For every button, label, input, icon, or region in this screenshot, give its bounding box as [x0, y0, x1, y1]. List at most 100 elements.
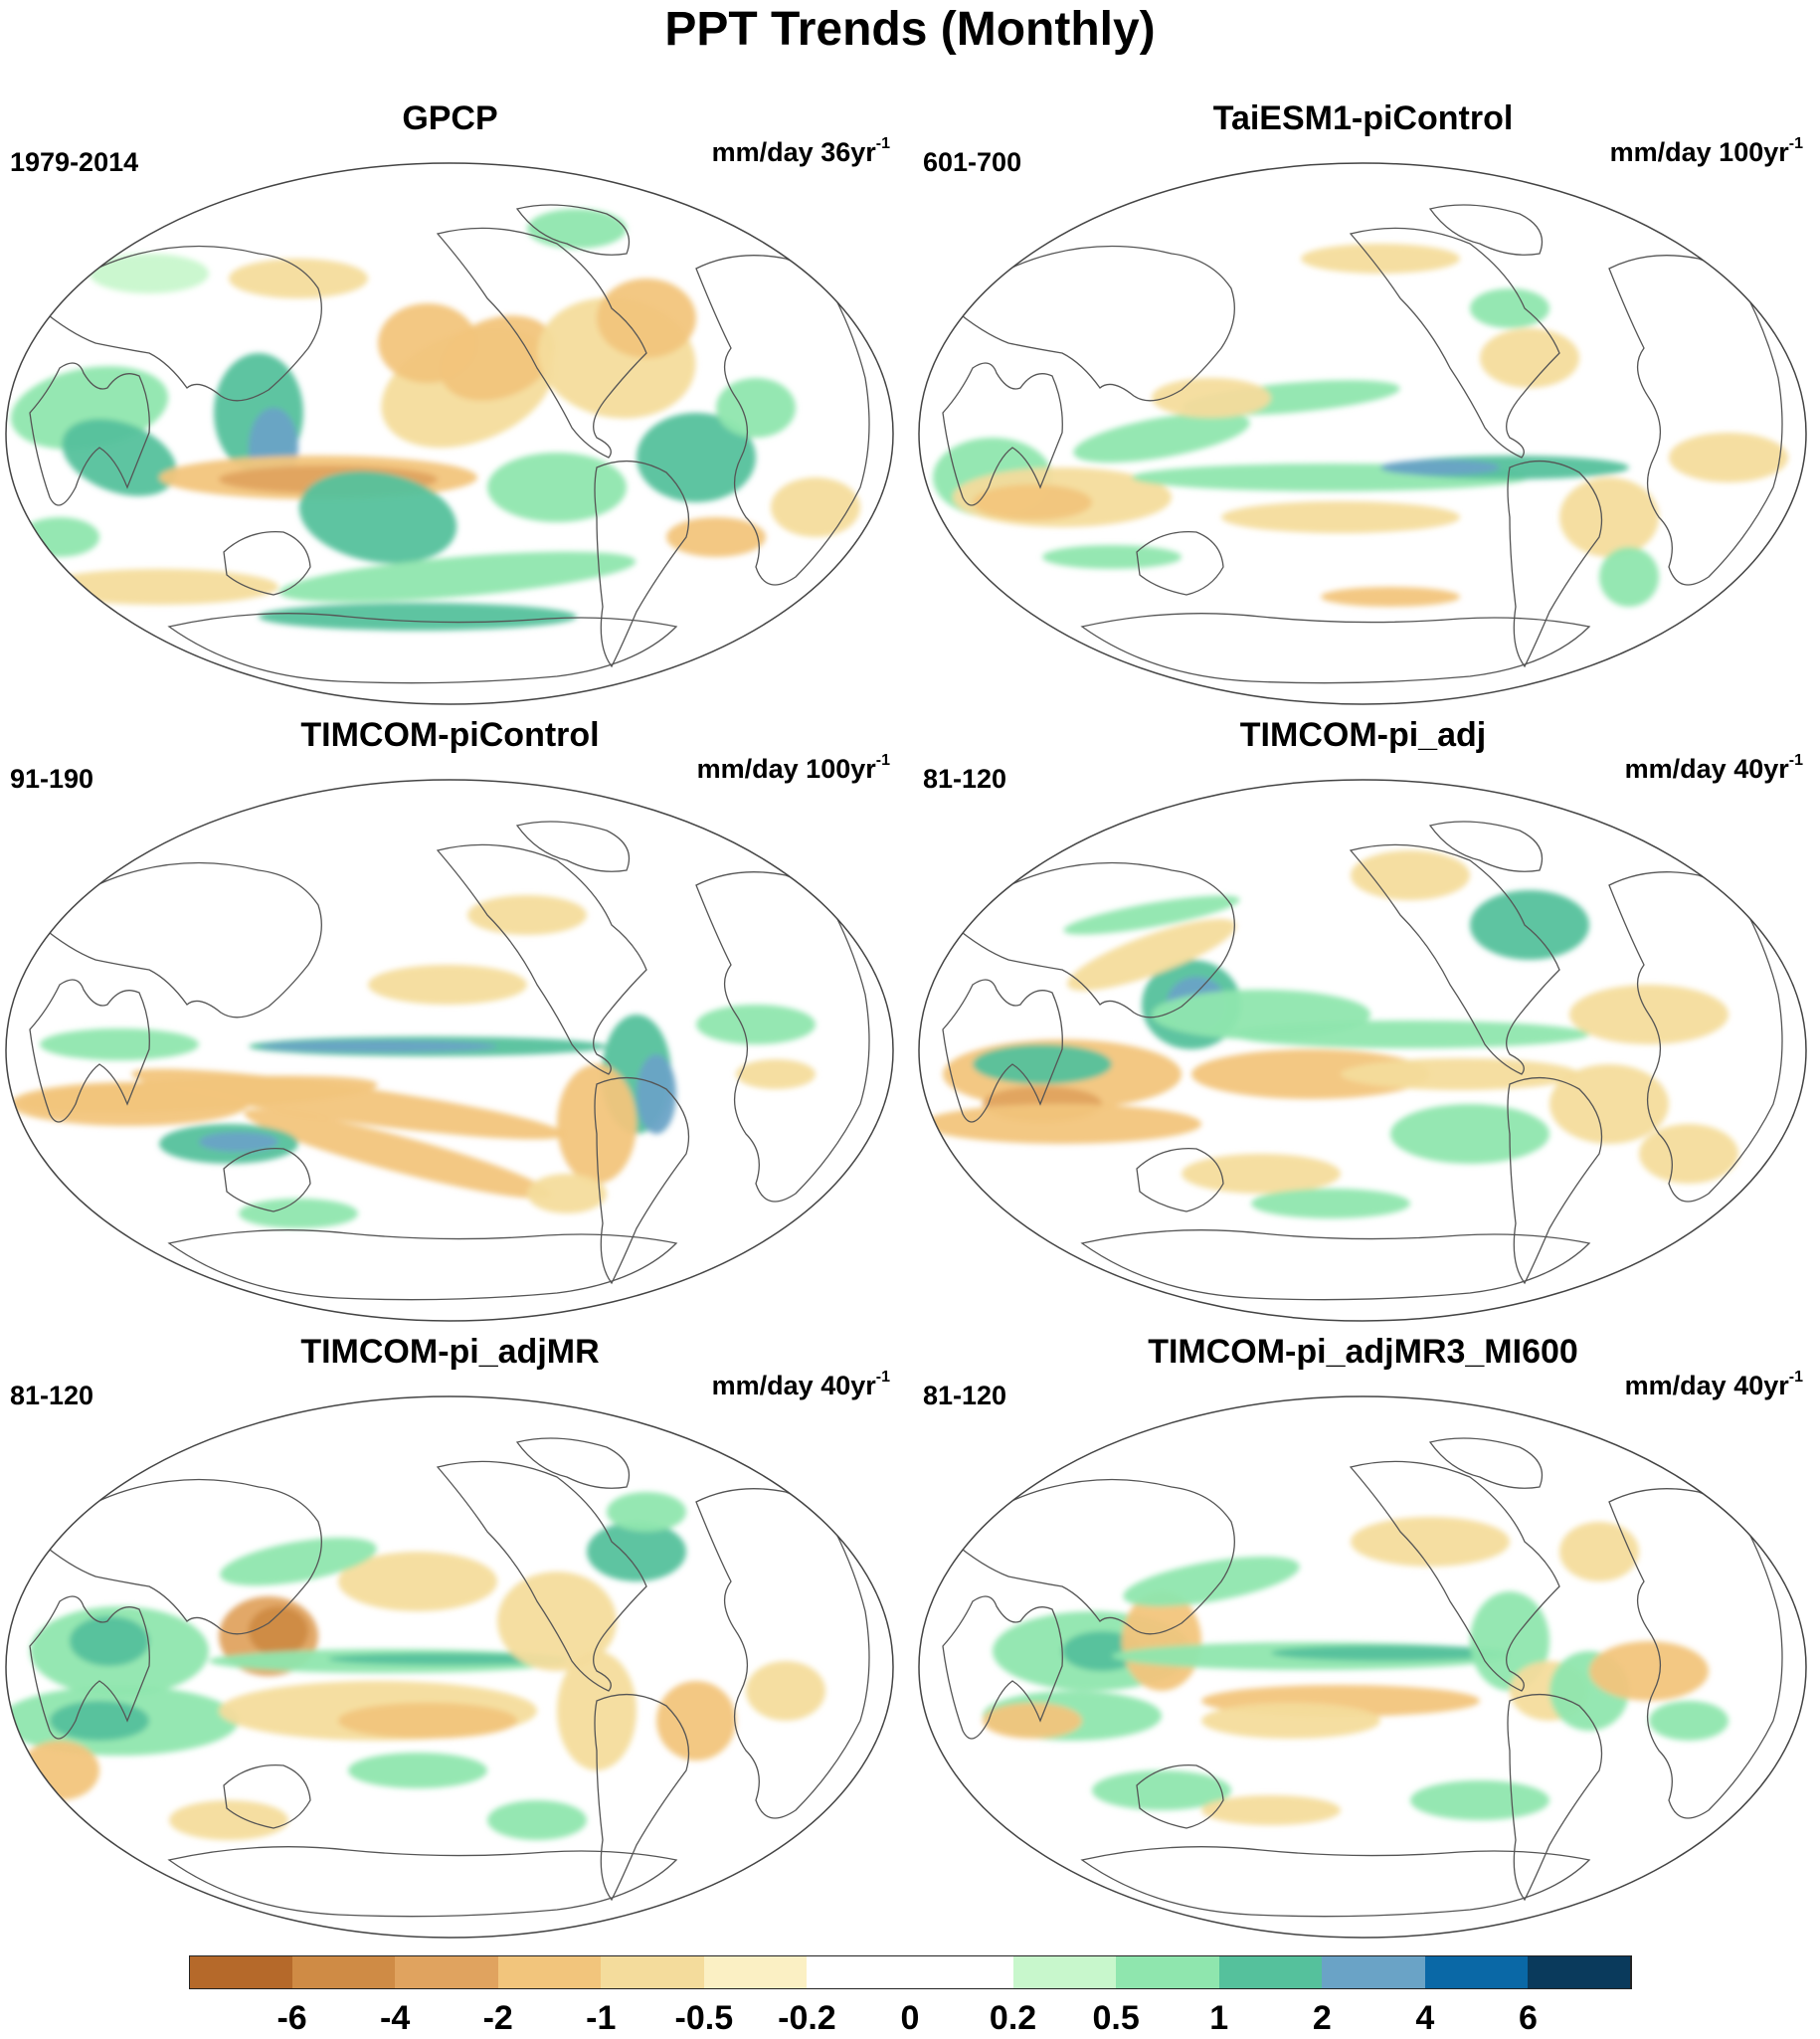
trend-contour	[1559, 1522, 1639, 1581]
trend-contour	[1191, 1049, 1430, 1099]
trend-contour	[40, 569, 278, 605]
colorbar-labels: -6 -4 -2 -1 -0.5 -0.2 0 0.2 0.5 1 2 4 6	[189, 1999, 1631, 2039]
trend-contour	[656, 1681, 736, 1761]
trend-contour	[527, 209, 627, 249]
trend-contour	[1669, 433, 1788, 482]
panel-period: 81-120	[923, 1381, 1007, 1410]
coastline	[223, 1764, 311, 1829]
trend-contour	[557, 1651, 637, 1770]
coastline	[1136, 1764, 1224, 1829]
panel-units-exponent: -1	[1788, 1369, 1803, 1386]
panel-units: mm/day 40yr-1	[1624, 752, 1803, 785]
coastline	[436, 843, 647, 1075]
trend-contour	[1341, 1058, 1579, 1090]
colorbar-swatch	[189, 1955, 293, 1989]
trend-contour	[1301, 244, 1460, 274]
panel-units-exponent: -1	[875, 1369, 890, 1386]
map-border	[918, 162, 1807, 705]
coastline	[39, 1478, 322, 1635]
panel-period: 1979-2014	[10, 147, 139, 177]
coastline	[594, 460, 690, 668]
trend-field	[6, 780, 893, 1321]
map-border	[918, 779, 1807, 1322]
panel-units-text: mm/day 100yr	[1609, 137, 1789, 167]
trend-contour	[1351, 1517, 1510, 1567]
colorbar-tick-label: -2	[482, 1999, 513, 2037]
coastline	[1080, 613, 1591, 684]
colorbar-swatch	[1424, 1955, 1530, 1989]
trend-contour	[983, 1703, 1082, 1739]
colorbar-swatch	[910, 1955, 1014, 1989]
trend-field	[919, 1396, 1806, 1938]
trend-contour	[1073, 412, 1250, 463]
coastline	[1507, 1693, 1603, 1902]
map-panel: TIMCOM-pi_adjMR3_MI600 81-120 mm/day 40yr-…	[913, 1333, 1813, 1942]
trend-contour	[259, 1040, 497, 1052]
panel-units-text: mm/day 36yr	[711, 137, 876, 167]
panel-units-exponent: -1	[875, 135, 890, 152]
trend-contour	[244, 1109, 552, 1199]
coastline	[29, 979, 150, 1123]
map-projection	[5, 1395, 894, 1939]
coastline	[223, 531, 311, 596]
panel-units: mm/day 40yr-1	[712, 1369, 890, 1401]
trend-contour	[1201, 1703, 1380, 1739]
trend-contour	[1123, 1556, 1300, 1607]
trend-contour	[771, 477, 860, 537]
trend-contour	[736, 1059, 816, 1089]
coastline	[1507, 460, 1603, 668]
trend-contour	[1251, 1189, 1410, 1218]
colorbar-tick-label: -4	[380, 1999, 411, 2037]
colorbar-tick-label: -0.2	[778, 1999, 836, 2037]
trend-contour	[1092, 1770, 1231, 1810]
trend-contour	[1221, 501, 1460, 533]
trend-field	[6, 163, 893, 704]
coastline	[1136, 1148, 1224, 1212]
coastline	[167, 613, 678, 684]
trend-contour	[587, 1522, 686, 1581]
trend-contour	[328, 1653, 567, 1665]
colorbar-tick-label: -6	[276, 1999, 307, 2037]
colorbar-swatch	[807, 1955, 911, 1989]
trend-contour	[169, 1800, 288, 1840]
map-border	[918, 1395, 1807, 1939]
panel-units-text: mm/day 40yr	[1624, 1371, 1789, 1400]
map-border	[5, 162, 894, 705]
trend-contour	[1042, 545, 1182, 569]
panel-title: TaiESM1-piControl	[1212, 99, 1514, 137]
coastline	[952, 245, 1235, 402]
coastline	[515, 821, 631, 872]
trend-contour	[607, 1492, 686, 1532]
trend-contour	[637, 413, 756, 502]
coastline	[1428, 1437, 1544, 1489]
colorbar-swatch	[497, 1955, 603, 1989]
trend-contour	[90, 254, 209, 293]
coastline	[1349, 843, 1560, 1075]
map-panel: TIMCOM-pi_adjMR 81-120 mm/day 40yr-1	[0, 1333, 900, 1942]
main-title: PPT Trends (Monthly)	[664, 3, 1156, 56]
trend-contour	[1559, 477, 1659, 557]
trend-contour	[1182, 1154, 1341, 1194]
coastline	[1080, 1229, 1591, 1301]
trend-contour	[1390, 1104, 1549, 1164]
trend-contour	[1639, 1124, 1738, 1184]
trend-contour	[278, 551, 637, 603]
trend-contour	[1410, 1780, 1549, 1820]
trend-contour	[696, 1005, 816, 1044]
trend-contour	[1589, 1641, 1709, 1701]
panel-units: mm/day 40yr-1	[1624, 1369, 1803, 1401]
panel-units: mm/day 100yr-1	[1609, 135, 1803, 168]
map-projection	[918, 1395, 1807, 1939]
panel-units-text: mm/day 40yr	[1624, 754, 1789, 784]
coastline	[1507, 1076, 1603, 1285]
colorbar-tick-label: 4	[1415, 1999, 1435, 2037]
colorbar-swatch	[703, 1955, 809, 1989]
coastline	[223, 1148, 311, 1212]
trend-contour	[1470, 288, 1549, 328]
coastline	[1349, 227, 1560, 459]
trend-contour	[716, 378, 796, 438]
trend-contour	[1549, 1064, 1669, 1144]
colorbar-swatch	[1218, 1955, 1324, 1989]
trend-contour	[131, 1068, 565, 1140]
trend-contour	[348, 1753, 487, 1788]
